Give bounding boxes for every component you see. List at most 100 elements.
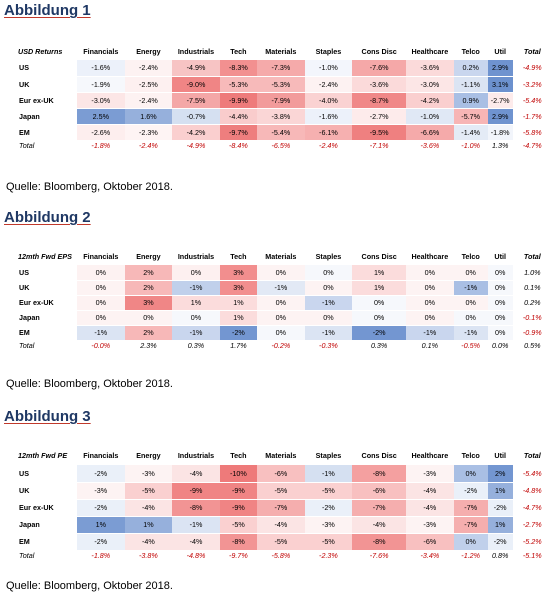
value-cell: -2.4%: [304, 76, 353, 93]
heatmap-table-2: 12mth Fwd EPS Financials Energy Industrials…: [17, 248, 552, 351]
value-cell: -4.4%: [219, 108, 258, 125]
value-cell: -1.6%: [77, 60, 125, 77]
value-cell: -3.6%: [352, 76, 407, 93]
value-cell: 3%: [219, 265, 258, 281]
heatmap-table-3: 12mth Fwd PE Financials Energy Industrials T…: [17, 446, 552, 561]
value-cell: -2%: [219, 325, 258, 341]
value-cell: -1.0%: [304, 60, 353, 77]
value-cell: -7.9%: [257, 92, 305, 109]
figure-title-2: Abbildung 2: [4, 209, 91, 226]
value-cell: 0%: [257, 310, 305, 326]
value-cell: -2%: [77, 533, 125, 551]
value-cell: -3%: [124, 465, 173, 483]
value-cell: 0%: [487, 325, 513, 341]
column-header: Staples: [315, 252, 342, 261]
value-cell: -5%: [257, 533, 305, 551]
value-cell: -4%: [406, 499, 454, 517]
value-cell: -7.6%: [352, 60, 407, 77]
value-cell: 0%: [77, 280, 125, 296]
table-row: EM -2% -4% -4% -8% -5% -5% -8% -6% 0% -2% -5.2%: [17, 533, 552, 551]
value-cell: -1%: [172, 280, 220, 296]
value-cell: -4.0%: [304, 92, 353, 109]
row-label: EM: [17, 533, 78, 551]
value-cell: -3.6%: [406, 60, 454, 77]
table-row: Japan 0% 0% 0% 1% 0% 0% 0% 0% 0% 0% -0.1%: [17, 310, 552, 326]
heatmap-table-1: USD Returns Financials Energy Industrials Te…: [17, 42, 552, 151]
value-cell: 3%: [219, 280, 258, 296]
value-cell: 0%: [257, 265, 305, 281]
value-cell: -9%: [219, 482, 258, 500]
table-row: Eur ex-UK -2% -4% -8% -9% -7% -2% -7% -4% -7% -2% -…: [17, 499, 552, 517]
value-cell: -8%: [172, 499, 220, 517]
row-label: Total: [17, 340, 78, 351]
total-cell: -1.7%: [512, 108, 552, 125]
table-row: Japan 2.5% 1.6% -0.7% -4.4% -3.8% -1.6% -2.7% -1…: [17, 108, 552, 125]
value-cell: 2%: [487, 465, 513, 483]
value-cell: -7%: [257, 499, 305, 517]
value-cell: -1%: [257, 280, 305, 296]
column-header: Materials: [265, 451, 297, 460]
value-cell: -1.1%: [453, 76, 488, 93]
total-cell: -5.8%: [512, 124, 552, 141]
value-cell: 0%: [487, 310, 513, 326]
value-cell: -0.3%: [304, 340, 353, 351]
value-cell: -1.8%: [77, 550, 125, 561]
value-cell: -7.3%: [257, 60, 305, 77]
value-cell: -2.4%: [124, 140, 173, 151]
value-cell: 2.5%: [77, 108, 125, 125]
value-cell: -9.7%: [219, 124, 258, 141]
value-cell: 0%: [304, 265, 353, 281]
column-header: Energy: [136, 46, 161, 56]
table-row: Total -0.0% 2.3% 0.3% 1.7% -0.2% -0.3% 0.3% 0.1%…: [17, 340, 552, 351]
value-cell: 0.3%: [172, 340, 220, 351]
total-cell: -5.4%: [512, 465, 552, 483]
row-label: Eur ex-UK: [17, 92, 78, 109]
total-cell: -5.4%: [512, 92, 552, 109]
value-cell: -1%: [304, 325, 353, 341]
value-cell: 1%: [219, 310, 258, 326]
figure-title-3: Abbildung 3: [4, 408, 91, 425]
source-note-2: Quelle: Bloomberg, Oktober 2018.: [6, 378, 173, 390]
row-label: Japan: [17, 310, 78, 326]
value-cell: -2.5%: [124, 76, 173, 93]
column-header: Telco: [461, 451, 480, 460]
column-header: Industrials: [177, 252, 215, 261]
value-cell: 0.9%: [453, 92, 488, 109]
value-cell: -2.7%: [352, 108, 407, 125]
value-cell: 0%: [453, 310, 488, 326]
value-cell: -4%: [124, 533, 173, 551]
value-cell: -1%: [172, 325, 220, 341]
column-header: Financials: [83, 46, 119, 56]
value-cell: -1.8%: [487, 124, 513, 141]
value-cell: -4.9%: [172, 60, 220, 77]
value-cell: 0%: [257, 295, 305, 311]
header-row: 12mth Fwd EPS Financials Energy Industrials…: [17, 248, 552, 265]
table-row: UK -3% -5% -9% -9% -5% -5% -6% -4% -2% 1% -4.8%: [17, 482, 552, 500]
value-cell: 0%: [304, 310, 353, 326]
value-cell: -3%: [304, 516, 353, 534]
value-cell: 0%: [453, 465, 488, 483]
value-cell: -4.8%: [172, 550, 220, 561]
value-cell: -2%: [352, 325, 407, 341]
column-header: Materials: [265, 46, 297, 56]
value-cell: -1.0%: [453, 140, 488, 151]
value-cell: -4.2%: [172, 124, 220, 141]
column-header: Healthcare: [411, 252, 449, 261]
value-cell: 0%: [406, 280, 454, 296]
table-row: US -1.6% -2.4% -4.9% -8.3% -7.3% -1.0% -7.6% -3.…: [17, 60, 552, 77]
value-cell: -3%: [406, 516, 454, 534]
value-cell: -2%: [487, 499, 513, 517]
value-cell: -1%: [406, 325, 454, 341]
value-cell: 0%: [77, 295, 125, 311]
column-header: Tech: [230, 46, 247, 56]
row-label: EM: [17, 325, 78, 341]
column-header: Industrials: [177, 46, 215, 56]
value-cell: 0%: [487, 280, 513, 296]
column-header: Util: [494, 252, 506, 261]
value-cell: -3%: [406, 465, 454, 483]
value-cell: -4%: [172, 465, 220, 483]
value-cell: -1%: [304, 295, 353, 311]
value-cell: -6%: [257, 465, 305, 483]
value-cell: -4.9%: [172, 140, 220, 151]
value-cell: -0.5%: [453, 340, 488, 351]
